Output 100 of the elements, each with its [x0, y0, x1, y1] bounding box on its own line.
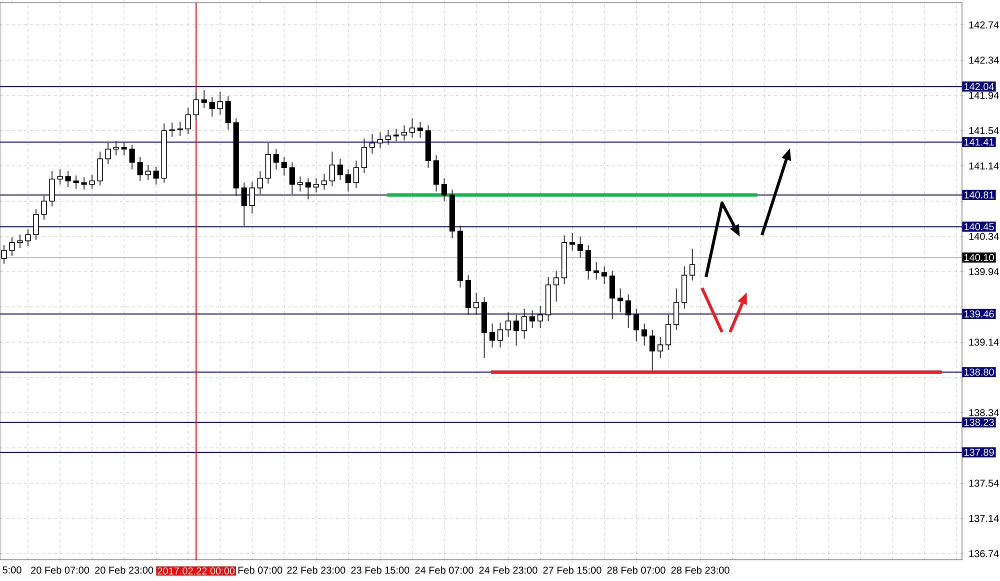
candlestick [369, 134, 375, 154]
y-tick-label: 141.14 [969, 162, 999, 170]
x-tick-label: 2017.02.22 00:00 [158, 567, 235, 574]
candlestick [249, 181, 255, 214]
candlestick [289, 162, 295, 194]
candlestick [49, 170, 55, 207]
candlestick [649, 329, 656, 371]
candlestick [641, 323, 648, 346]
y-tick-label: 141.94 [969, 92, 999, 99]
x-tick-label: 20 Feb 23:00 [95, 566, 154, 574]
candlestick [81, 176, 87, 190]
candlestick [177, 121, 183, 136]
candlestick [121, 142, 127, 156]
ref-line-label: 141.41 [964, 138, 994, 146]
candlestick [537, 306, 544, 328]
candlestick [193, 91, 199, 120]
candlestick [505, 312, 512, 338]
candlestick [409, 118, 415, 138]
x-tick-label: 24 Feb 07:00 [415, 566, 474, 574]
ref-line-label: 140.10 [964, 254, 994, 262]
candlestick [145, 164, 151, 180]
candlestick [201, 90, 207, 108]
candlestick [441, 178, 447, 202]
candlestick [73, 175, 79, 190]
candlestick [305, 178, 311, 200]
y-tick-label: 136.74 [969, 550, 999, 558]
candlestick [489, 323, 496, 348]
y-tick-label: 141.54 [969, 127, 999, 134]
y-tick-label: 142.34 [969, 56, 999, 64]
candlestick [385, 129, 391, 146]
candlestick [41, 195, 47, 220]
candlestick [97, 151, 103, 186]
candlestick [241, 182, 247, 226]
candlestick [569, 232, 576, 251]
candlestick [529, 310, 536, 328]
candlestick [609, 270, 616, 320]
candlestick [401, 124, 407, 141]
candlestick [417, 121, 423, 138]
candlestick [601, 266, 608, 284]
candlestick [265, 142, 271, 184]
candlestick [361, 138, 367, 174]
candlestick [209, 96, 215, 117]
y-tick-label: 137.14 [969, 514, 999, 522]
candlestick [113, 140, 119, 156]
candlestick [129, 144, 135, 170]
candlestick [17, 234, 23, 248]
candlestick [673, 288, 680, 330]
y-tick-label: 139.14 [969, 338, 999, 346]
candlestick [105, 142, 111, 165]
x-tick-label: 28 Feb 23:00 [671, 566, 730, 574]
candlestick [553, 270, 560, 302]
candlestick [25, 228, 31, 246]
candlestick [521, 308, 528, 340]
candlestick [665, 314, 672, 350]
candlestick [473, 292, 480, 316]
candlestick [593, 262, 600, 280]
candlestick [689, 248, 696, 281]
candlestick [313, 178, 319, 193]
candlestick [225, 96, 231, 130]
candlestick [513, 314, 520, 346]
candlestick [281, 156, 287, 176]
candlestick [329, 151, 335, 187]
y-tick-label: 138.34 [969, 409, 999, 416]
candlestick [433, 154, 439, 192]
x-tick-label: 22 Feb 23:00 [287, 566, 346, 574]
candlestick [89, 174, 95, 190]
ref-line-label: 138.23 [964, 418, 994, 426]
y-tick-label: 137.54 [969, 480, 999, 487]
candlestick [617, 288, 624, 313]
candlestick [497, 322, 504, 348]
y-tick-label: 139.94 [969, 268, 999, 276]
y-tick-label: 142.74 [969, 21, 999, 28]
candlestick [137, 156, 143, 182]
candlestick [217, 91, 223, 116]
candlestick [625, 294, 632, 328]
x-tick-label: 20 Feb 07:00 [31, 566, 90, 574]
candlestick [257, 170, 263, 194]
x-tick-label: Feb 07:00 [238, 566, 282, 574]
candlestick [585, 244, 592, 280]
candlestick [185, 107, 191, 135]
candlestick [9, 236, 15, 256]
candlestick [657, 336, 664, 358]
ref-line-label: 142.04 [964, 83, 994, 90]
candlestick [577, 236, 584, 258]
candlestick [169, 122, 175, 138]
ref-line-label: 140.81 [964, 191, 994, 199]
candlestick [321, 173, 327, 190]
y-tick-label: 140.34 [969, 232, 999, 240]
candlestick [393, 128, 399, 142]
candlestick [633, 308, 640, 342]
candlestick [33, 208, 39, 240]
candlestick [297, 176, 303, 192]
candlestick [153, 166, 159, 185]
candlestick [273, 148, 279, 170]
x-tick-label: 27 Feb 15:00 [543, 566, 602, 574]
candlestick [65, 170, 71, 188]
x-tick-label: 23 Feb 15:00 [351, 566, 410, 574]
ref-line-label: 138.80 [964, 368, 994, 376]
x-tick-label: 28 Feb 07:00 [607, 566, 666, 574]
candlestick [345, 169, 351, 192]
